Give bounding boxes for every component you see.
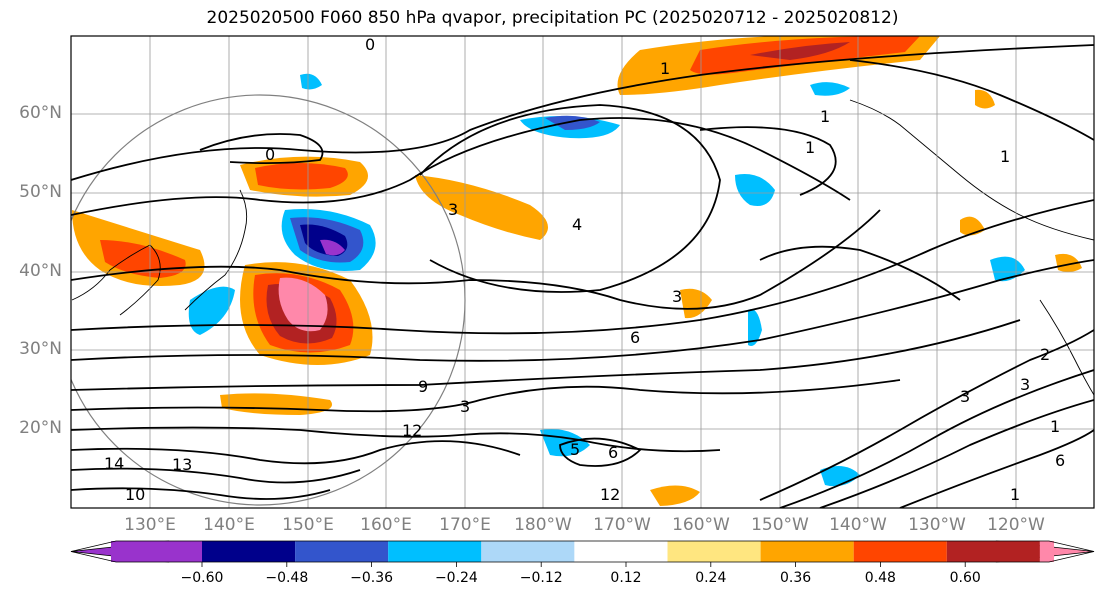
map-title: 2025020500 F060 850 hPa qvapor, precipit…: [206, 8, 899, 28]
colorbar-segment: [946, 541, 1040, 562]
lon-label-150w: 150°W: [751, 515, 809, 535]
colorbar-segment: [760, 541, 854, 562]
positive-anomaly-regions: [72, 36, 1082, 506]
map-panel: 0 1 1 1 1 3 3 3 3 6 6 9 12 12 13 14 10 1…: [70, 35, 1095, 509]
map-frame: [70, 35, 1095, 509]
qvapor-contours: [71, 44, 1094, 508]
colorbar-tick-label: 0.12: [610, 570, 642, 586]
svg-text:12: 12: [600, 485, 620, 504]
lon-label-140e: 140°E: [203, 515, 255, 535]
svg-text:1: 1: [1050, 417, 1060, 436]
colorbar-tick-label: −0.24: [434, 570, 478, 586]
lon-label-180w: 180°W: [514, 515, 572, 535]
svg-text:2: 2: [1040, 345, 1050, 364]
svg-text:10: 10: [125, 485, 145, 504]
svg-text:1: 1: [1000, 147, 1010, 166]
colorbar-tick-label: 0.48: [864, 570, 896, 586]
svg-text:0: 0: [265, 145, 275, 164]
contour-labels: 0 1 1 1 1 3 3 3 3 6 6 9 12 12 13 14 10 1…: [104, 35, 1065, 504]
colorbar-tick-label: −0.36: [350, 570, 394, 586]
svg-text:13: 13: [172, 455, 192, 474]
lat-label-60n: 60°N: [19, 103, 62, 123]
svg-text:5: 5: [570, 440, 580, 459]
colorbar-segments: [70, 540, 1095, 563]
lon-label-170e: 170°E: [439, 515, 491, 535]
svg-text:1: 1: [1010, 485, 1020, 504]
lon-label-130w: 130°W: [908, 515, 966, 535]
lat-label-30n: 30°N: [19, 339, 62, 359]
svg-text:14: 14: [104, 454, 124, 473]
svg-text:12: 12: [402, 421, 422, 440]
svg-text:6: 6: [1055, 451, 1065, 470]
colorbar-extend-low: [70, 540, 170, 563]
colorbar-segment: [111, 541, 202, 562]
lat-label-50n: 50°N: [19, 182, 62, 202]
colorbar-tick-label: −0.60: [180, 570, 224, 586]
colorbar-segment: [481, 541, 575, 562]
svg-text:6: 6: [630, 328, 640, 347]
lon-label-120w: 120°W: [987, 515, 1045, 535]
colorbar-tick-label: −0.48: [265, 570, 309, 586]
colorbar-ticks: [201, 562, 966, 567]
svg-text:3: 3: [960, 387, 970, 406]
svg-text:1: 1: [820, 107, 830, 126]
lon-label-130e: 130°E: [124, 515, 176, 535]
colorbar-segment: [295, 541, 389, 562]
svg-text:3: 3: [448, 200, 458, 219]
lat-label-40n: 40°N: [19, 261, 62, 281]
colorbar-extend-high: [995, 540, 1095, 563]
lon-label-160w: 160°W: [672, 515, 730, 535]
colorbar-segment: [388, 541, 482, 562]
lon-label-140w: 140°W: [829, 515, 887, 535]
colorbar-segment: [853, 541, 947, 562]
lat-label-20n: 20°N: [19, 418, 62, 438]
colorbar-segment: [1039, 541, 1054, 562]
svg-text:4: 4: [572, 215, 582, 234]
lon-label-170w: 170°W: [593, 515, 651, 535]
svg-text:1: 1: [805, 138, 815, 157]
svg-text:3: 3: [1020, 375, 1030, 394]
svg-text:0: 0: [365, 35, 375, 54]
colorbar-tick-label: 0.36: [780, 570, 812, 586]
reference-circle: [71, 94, 466, 506]
colorbar-segment: [574, 541, 668, 562]
gridlines: [71, 36, 1094, 508]
svg-text:3: 3: [460, 397, 470, 416]
svg-text:9: 9: [418, 377, 428, 396]
colorbar-segment: [667, 541, 761, 562]
svg-text:3: 3: [672, 287, 682, 306]
colorbar-tick-label: −0.12: [519, 570, 563, 586]
lon-label-160e: 160°E: [360, 515, 412, 535]
lon-label-150e: 150°E: [282, 515, 334, 535]
svg-text:6: 6: [608, 443, 618, 462]
colorbar-tick-label: 0.24: [695, 570, 727, 586]
colorbar-outline: [70, 540, 1095, 563]
colorbar-tick-label: 0.60: [949, 570, 981, 586]
svg-text:1: 1: [660, 59, 670, 78]
colorbar-segment: [202, 541, 296, 562]
